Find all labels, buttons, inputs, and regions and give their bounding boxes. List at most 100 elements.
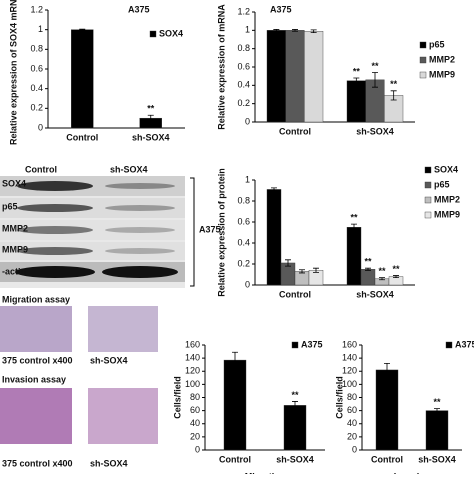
y-tick-label: 0.8: [237, 195, 250, 205]
bar: [375, 369, 399, 451]
legend-swatch: [424, 196, 432, 204]
y-tick-label: 40: [190, 418, 200, 428]
lane-label: Control: [25, 164, 57, 174]
legend-swatch: [291, 341, 299, 349]
significance-label: **: [291, 390, 299, 400]
significance-label: **: [378, 266, 386, 276]
significance-label: **: [392, 264, 400, 274]
error-bar: [365, 267, 371, 271]
image-caption: sh-SOX4: [90, 458, 128, 468]
legend-swatch: [419, 41, 427, 49]
bar: [304, 31, 324, 123]
legend-swatch: [149, 30, 157, 38]
error-bar: [351, 223, 357, 231]
y-tick-label: 0.4: [237, 80, 250, 90]
legend-label: A375: [455, 339, 474, 349]
y-tick-label: 0.8: [237, 43, 250, 53]
y-tick-label: 0.8: [30, 44, 43, 54]
chart-title: A375: [270, 4, 292, 14]
band: [15, 266, 95, 278]
error-bar: [393, 275, 399, 279]
image-caption: sh-SOX4: [90, 355, 128, 365]
chart-title: A375: [128, 4, 150, 14]
assay-title: Migration assay: [2, 294, 70, 304]
assay-images: Migration assay 375 control x400 sh-SOX4…: [0, 294, 158, 468]
bar: [346, 80, 366, 123]
y-tick-label: 1.2: [30, 4, 43, 14]
y-tick-label: 1: [245, 174, 250, 184]
legend-swatch: [419, 56, 427, 64]
error-bar: [434, 408, 440, 413]
western-blot: Control sh-SOX4 SOX4 p65 MMP2 MMP9 -acti…: [0, 164, 221, 288]
y-tick-label: 140: [185, 353, 200, 363]
error-bar: [232, 351, 238, 369]
significance-label: **: [371, 61, 379, 71]
error-bar: [379, 277, 385, 281]
legend-label: SOX4: [434, 164, 458, 174]
y-tick-label: 120: [185, 366, 200, 376]
error-bar: [372, 72, 378, 88]
bar: [283, 405, 307, 451]
protein-label: MMP2: [2, 223, 28, 233]
y-tick-label: 60: [190, 405, 200, 415]
y-tick-label: 0.6: [237, 61, 250, 71]
bar: [266, 189, 282, 286]
bar: [360, 269, 376, 286]
y-axis-label: Cells/field: [334, 376, 344, 419]
y-tick-label: 80: [347, 392, 357, 402]
legend-label: MMP9: [429, 69, 455, 79]
y-tick-label: 1: [245, 25, 250, 35]
legend-swatch: [424, 211, 432, 219]
bar: [294, 271, 310, 286]
y-tick-label: 60: [347, 405, 357, 415]
x-tick-label: Control: [371, 454, 403, 464]
legend-label: MMP2: [434, 194, 460, 204]
significance-label: **: [390, 79, 398, 89]
y-tick-label: 160: [185, 339, 200, 349]
y-axis-label: Cells/field: [172, 376, 182, 419]
y-tick-label: 0: [245, 279, 250, 289]
y-tick-label: 1: [38, 24, 43, 34]
legend-label: MMP9: [434, 209, 460, 219]
significance-label: **: [147, 104, 155, 114]
legend-swatch: [445, 341, 453, 349]
y-tick-label: 0: [245, 116, 250, 126]
legend-swatch: [424, 181, 432, 189]
significance-label: **: [350, 212, 358, 222]
significance-label: **: [433, 397, 441, 407]
legend-swatch: [419, 71, 427, 79]
y-tick-label: 0.2: [237, 98, 250, 108]
band: [105, 227, 175, 233]
error-bar: [285, 259, 291, 267]
protein-label: MMP9: [2, 244, 28, 254]
x-tick-label: Control: [279, 289, 311, 299]
band: [17, 181, 93, 191]
band: [105, 183, 175, 189]
legend-swatch: [424, 166, 432, 174]
error-bar: [273, 29, 280, 32]
y-tick-label: 40: [347, 418, 357, 428]
y-axis-label: Relative expression of mRNA: [216, 4, 226, 130]
y-tick-label: 160: [342, 339, 357, 349]
bar: [425, 410, 449, 451]
error-bar: [353, 77, 360, 84]
y-tick-label: 80: [190, 392, 200, 402]
y-tick-label: 0.4: [30, 83, 43, 93]
error-bar: [310, 29, 317, 34]
legend-label: p65: [429, 39, 445, 49]
y-tick-label: 0.6: [30, 63, 43, 73]
y-tick-label: 20: [190, 431, 200, 441]
y-tick-label: 120: [342, 366, 357, 376]
error-bar: [384, 362, 390, 377]
bar: [266, 30, 286, 123]
error-bar: [79, 28, 86, 31]
band: [105, 248, 175, 254]
band: [17, 247, 93, 255]
x-tick-label: sh-SOX4: [356, 289, 394, 299]
image-caption: 375 control x400: [2, 458, 73, 468]
micrograph: [0, 306, 72, 352]
x-tick-label: sh-SOX4: [356, 126, 394, 136]
y-axis-label: Relative expression of protein: [216, 168, 226, 297]
error-bar: [292, 29, 298, 32]
